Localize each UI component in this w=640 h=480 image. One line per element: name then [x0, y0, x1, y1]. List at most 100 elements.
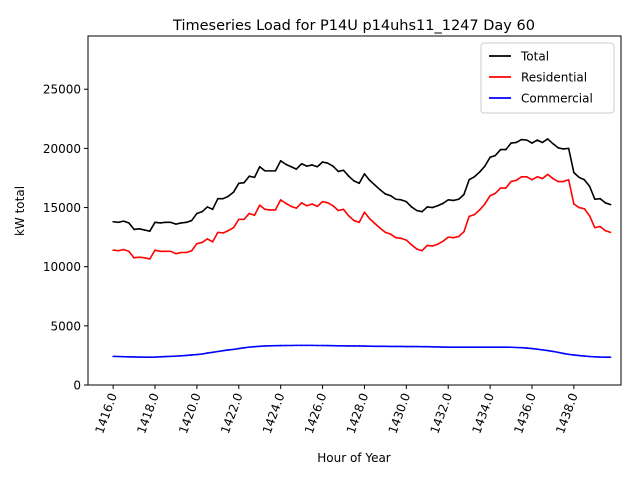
data-point — [562, 148, 565, 150]
data-point — [290, 205, 292, 208]
data-point — [442, 240, 444, 243]
data-point — [217, 231, 219, 234]
data-point — [457, 235, 460, 238]
data-point — [494, 192, 497, 195]
data-point — [347, 175, 350, 177]
data-point — [316, 344, 319, 347]
data-point — [531, 142, 533, 144]
data-point — [557, 180, 559, 183]
data-point — [222, 232, 224, 234]
data-point — [609, 231, 612, 234]
data-point — [541, 141, 544, 144]
data-point — [505, 187, 507, 189]
data-point — [384, 231, 387, 234]
data-point — [285, 202, 287, 205]
data-point — [248, 346, 251, 348]
data-point — [583, 178, 586, 181]
data-point — [143, 229, 146, 231]
data-point — [400, 345, 402, 348]
data-point — [243, 181, 245, 184]
data-point — [599, 225, 601, 228]
data-point — [274, 170, 277, 172]
data-point — [442, 202, 444, 205]
data-point — [447, 199, 450, 201]
data-point — [405, 200, 408, 203]
data-point — [353, 219, 355, 222]
data-point — [358, 221, 361, 224]
data-point — [269, 345, 272, 347]
data-point — [405, 239, 408, 241]
y-tick-label: 15000 — [43, 201, 81, 215]
data-point — [546, 173, 549, 176]
data-point — [117, 249, 120, 252]
data-point — [122, 248, 125, 251]
data-point — [609, 356, 612, 359]
series-residential — [112, 173, 612, 260]
data-point — [180, 251, 182, 254]
data-point — [300, 162, 303, 165]
data-point — [431, 206, 434, 209]
data-point — [421, 345, 423, 348]
data-point — [468, 178, 470, 181]
x-tick-label: 1438.0 — [553, 391, 581, 435]
data-point — [347, 345, 350, 347]
data-point — [217, 197, 219, 200]
data-point — [604, 202, 607, 204]
data-point — [410, 206, 413, 208]
data-point — [154, 356, 156, 358]
data-point — [515, 179, 518, 182]
data-point — [253, 345, 256, 348]
data-point — [536, 175, 539, 178]
data-point — [154, 221, 156, 224]
data-point — [484, 165, 486, 167]
data-point — [190, 219, 193, 222]
data-point — [452, 346, 455, 348]
data-point — [269, 209, 272, 211]
data-point — [426, 206, 429, 208]
data-point — [416, 345, 418, 348]
data-point — [159, 222, 162, 224]
data-point — [400, 237, 402, 240]
data-point — [279, 344, 282, 347]
data-point — [175, 355, 177, 357]
series-commercial — [112, 344, 612, 359]
data-point — [578, 206, 580, 209]
data-point — [536, 139, 539, 141]
x-tick-label: 1416.0 — [92, 391, 120, 435]
data-point — [379, 345, 381, 348]
data-point — [306, 204, 308, 207]
legend-label-residential: Residential — [521, 71, 587, 85]
data-point — [363, 345, 366, 347]
data-point — [285, 344, 287, 347]
data-point — [395, 236, 397, 239]
data-point — [573, 354, 575, 356]
data-point — [321, 161, 324, 163]
data-point — [499, 346, 502, 348]
data-point — [211, 351, 214, 354]
data-point — [117, 221, 120, 224]
data-point — [374, 222, 376, 225]
data-point — [442, 346, 444, 348]
x-tick-label: 1422.0 — [218, 391, 246, 435]
data-point — [489, 346, 491, 348]
data-point — [395, 345, 397, 348]
data-point — [138, 256, 141, 259]
data-point — [112, 355, 114, 358]
data-point — [290, 344, 292, 347]
data-point — [363, 211, 366, 214]
data-point — [112, 220, 114, 223]
data-point — [201, 241, 203, 244]
data-point — [264, 345, 266, 347]
data-point — [510, 142, 512, 144]
data-point — [520, 346, 523, 349]
data-point — [164, 250, 167, 253]
data-point — [185, 221, 188, 224]
data-point — [410, 345, 413, 348]
data-point — [128, 356, 130, 358]
data-point — [196, 212, 198, 215]
data-point — [316, 205, 319, 208]
data-point — [400, 199, 402, 201]
data-point — [389, 345, 392, 348]
data-point — [379, 227, 381, 230]
